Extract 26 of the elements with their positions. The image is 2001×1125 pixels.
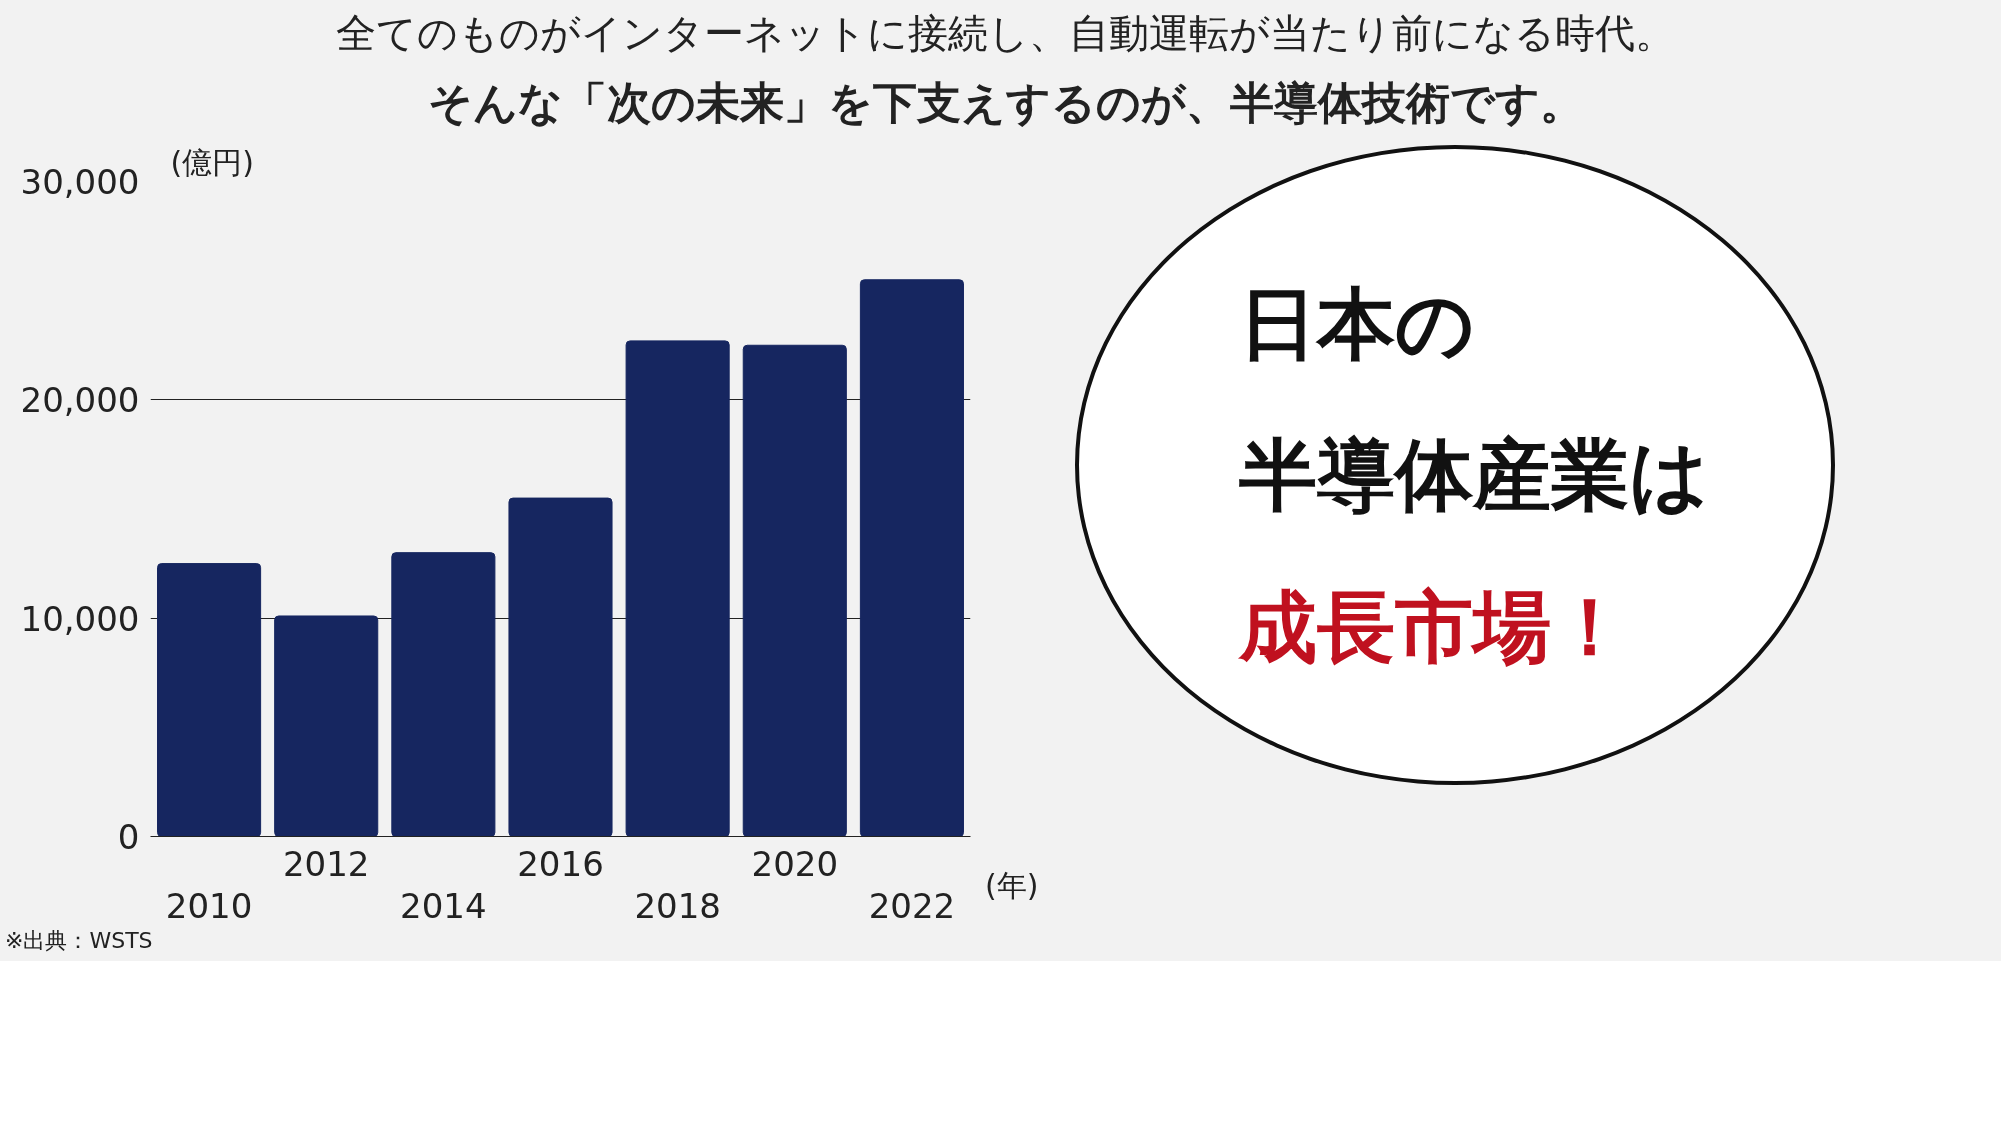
x-tick-label: 2020 — [751, 843, 839, 884]
x-tick-label: 2022 — [868, 885, 956, 926]
bar — [274, 615, 379, 837]
text: ※出典：WSTS — [5, 927, 153, 955]
y-axis-title: (億円) — [170, 144, 254, 180]
text: 成長市場！ — [1239, 580, 1630, 674]
x-tick-label: 2018 — [634, 885, 721, 926]
x-tick-label: 2016 — [517, 843, 604, 884]
text: 半導体産業は — [1239, 429, 1710, 523]
y-tick-label: 10,000 — [20, 598, 140, 639]
chart-subtitle: そんな「次の未来」を下支えするのが、半導体技術です。 — [426, 76, 1585, 131]
x-axis-title: (年) — [985, 867, 1039, 905]
bar — [859, 279, 964, 837]
x-tick-label: 2012 — [282, 843, 370, 884]
x-tick-label: 2014 — [400, 885, 487, 926]
y-tick-label: 0 — [117, 816, 140, 857]
y-tick-label: 20,000 — [20, 380, 140, 421]
bar — [157, 563, 262, 837]
text: 日本の — [1239, 278, 1476, 371]
bar — [391, 552, 496, 837]
y-tick-label: 30,000 — [20, 161, 140, 202]
bar — [625, 340, 730, 837]
x-tick-label: 2010 — [165, 885, 253, 926]
bar — [508, 497, 613, 837]
chart-title: 全てのものがインターネットに接続し、自動運転が当たり前になる時代。 — [335, 9, 1676, 58]
bar — [742, 344, 847, 837]
